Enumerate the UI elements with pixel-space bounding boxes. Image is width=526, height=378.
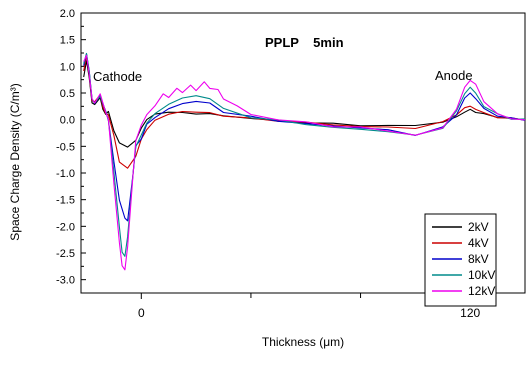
y-tick-label: 1.0: [60, 61, 75, 73]
y-axis-label: Space Charge Density (C/m³): [8, 83, 22, 240]
x-tick-label: 120: [460, 306, 480, 320]
annotation-anode: Anode: [435, 68, 473, 83]
y-tick-label: -3.0: [56, 275, 75, 287]
chart-title: PPLP 5min: [265, 35, 344, 50]
y-tick-label: 2.0: [60, 8, 75, 20]
legend-label-10kV: 10kV: [468, 268, 495, 282]
x-tick-label: 0: [138, 306, 145, 320]
x-axis-label: Thickness (μm): [262, 335, 344, 349]
legend-label-4kV: 4kV: [468, 236, 489, 250]
y-tick-label: 1.5: [60, 35, 75, 47]
legend: 2kV 4kV 8kV 10kV 12kV: [424, 213, 497, 307]
y-tick-label: 0.5: [60, 88, 75, 100]
legend-label-2kV: 2kV: [468, 220, 489, 234]
y-tick-label: 0.0: [60, 115, 75, 127]
series-group: [83, 52, 526, 271]
legend-label-12kV: 12kV: [468, 284, 495, 298]
legend-label-8kV: 8kV: [468, 252, 489, 266]
y-tick-label: -1.5: [56, 195, 75, 207]
legend-entries: 2kV 4kV 8kV 10kV 12kV: [432, 220, 495, 298]
series-line-2kV: [83, 60, 526, 148]
y-axis: 2.0 1.5 1.0 0.5 0.0 -0.5 -1.0 -1.5 -2.0 -2.5 -3.0: [56, 8, 86, 287]
y-tick-label: -0.5: [56, 141, 75, 153]
y-tick-label: -2.0: [56, 221, 75, 233]
series-line-12kV: [83, 54, 526, 271]
y-tick-label: -1.0: [56, 168, 75, 180]
y-tick-label: -2.5: [56, 248, 75, 260]
annotation-cathode: Cathode: [93, 69, 142, 84]
series-line-4kV: [83, 55, 526, 169]
